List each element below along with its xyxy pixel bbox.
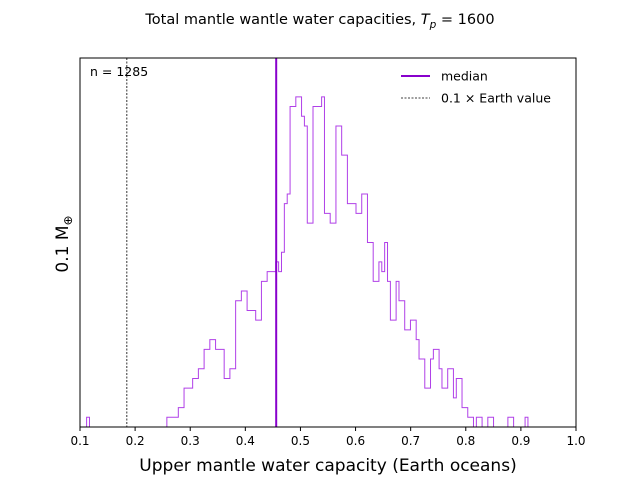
x-tick-label: 0.4 — [236, 434, 255, 448]
y-axis-label: 0.1 M⊕ — [53, 215, 75, 272]
axes-frame — [79, 57, 577, 428]
plot-area — [86, 58, 529, 428]
x-tick-label: 0.5 — [291, 434, 310, 448]
chart-title: Total mantle wantle water capacities, Tp… — [144, 12, 494, 31]
x-axis-label: Upper mantle water capacity (Earth ocean… — [139, 456, 516, 476]
legend-median-label: median — [441, 69, 488, 84]
chart-title-prefix: Total mantle wantle water capacities, — [144, 12, 420, 28]
legend-reference-label: 0.1 × Earth value — [441, 91, 551, 106]
histogram-outline — [86, 96, 529, 428]
chart-title-subscript: p — [429, 19, 437, 31]
x-tick-label: 0.9 — [511, 434, 530, 448]
y-axis-label-text: 0.1 M — [53, 225, 73, 272]
x-tick-label: 0.8 — [456, 434, 475, 448]
x-tick-label: 0.3 — [181, 434, 200, 448]
chart-title-suffix: = 1600 — [436, 12, 494, 28]
legend: median 0.1 × Earth value — [401, 69, 551, 106]
y-axis-label-subscript: ⊕ — [61, 215, 75, 225]
chart-title-variable: T — [421, 12, 431, 28]
x-tick-label: 0.2 — [126, 434, 145, 448]
x-tick-label: 0.1 — [70, 434, 89, 448]
x-tick-label: 0.7 — [401, 434, 420, 448]
x-tick-label: 1.0 — [566, 434, 585, 448]
x-tick-label: 0.6 — [346, 434, 365, 448]
sample-size-annotation: n = 1285 — [90, 64, 148, 79]
x-axis-ticks: 0.1 0.2 0.3 0.4 0.5 0.6 0.7 0.8 0.9 1.0 — [70, 427, 586, 448]
